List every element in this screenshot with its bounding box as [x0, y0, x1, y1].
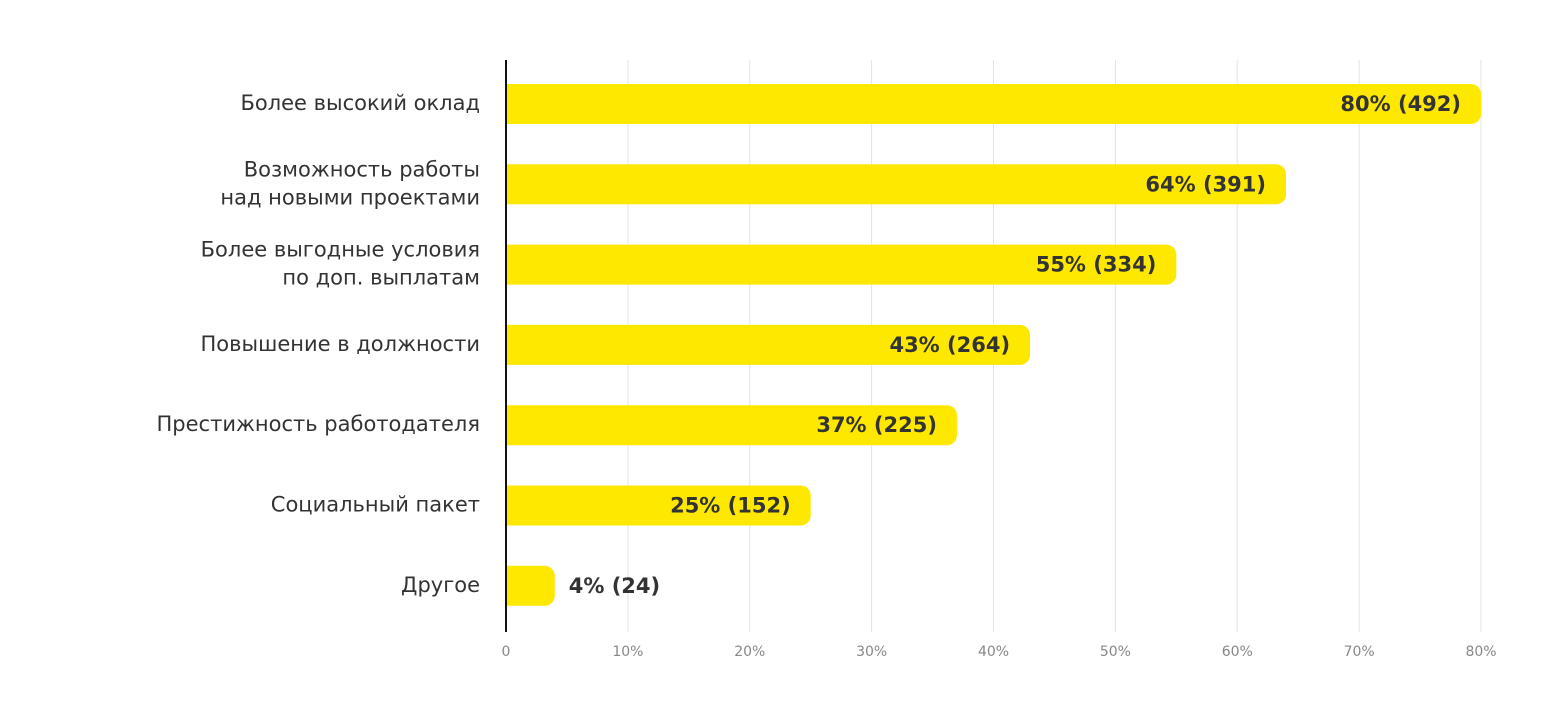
value-label: 4% (24): [569, 574, 660, 598]
value-label: 55% (334): [1036, 253, 1157, 277]
x-tick-label: 80%: [1465, 644, 1496, 660]
bar: [506, 405, 957, 446]
category-label: над новыми проектами: [220, 185, 480, 209]
bar: [506, 164, 1286, 205]
value-label: 80% (492): [1340, 92, 1461, 116]
x-tick-label: 40%: [978, 644, 1009, 660]
value-label: 64% (391): [1145, 172, 1266, 196]
bar: [506, 244, 1177, 285]
value-label: 37% (225): [816, 413, 937, 437]
category-label: Престижность работодателя: [157, 412, 480, 436]
category-label: Другое: [401, 573, 480, 597]
category-label: по доп. выплатам: [282, 266, 480, 290]
category-label: Повышение в должности: [201, 332, 480, 356]
x-tick-label: 60%: [1222, 644, 1253, 660]
category-label: Более высокий оклад: [240, 91, 480, 115]
bar: [506, 84, 1481, 124]
bar: [506, 485, 811, 526]
x-tick-label: 70%: [1344, 644, 1375, 660]
x-tick-label: 30%: [856, 644, 887, 660]
category-label: Социальный пакет: [271, 493, 480, 517]
x-tick-label: 0: [502, 644, 511, 660]
value-label: 25% (152): [670, 494, 791, 518]
x-tick-label: 10%: [612, 644, 643, 660]
bar: [506, 565, 555, 606]
category-label: Возможность работы: [244, 157, 480, 181]
x-tick-label: 50%: [1100, 644, 1131, 660]
value-label: 43% (264): [889, 333, 1010, 357]
x-tick-label: 20%: [734, 644, 765, 660]
bar: [506, 324, 1031, 365]
category-label: Более выгодные условия: [201, 238, 480, 262]
